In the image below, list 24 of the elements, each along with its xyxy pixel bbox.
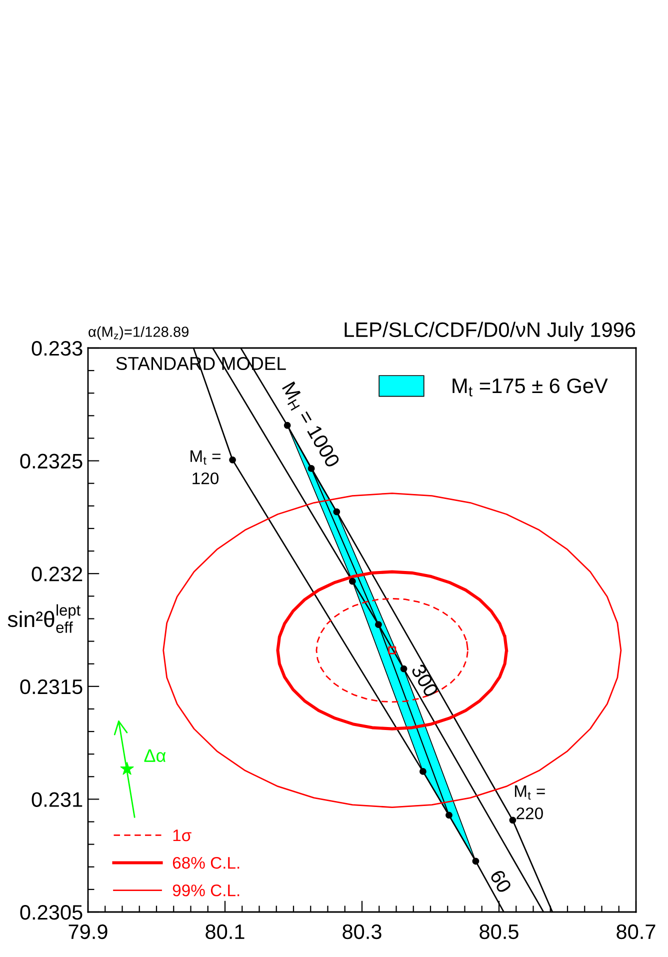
y-tick-label: 0.233	[32, 341, 82, 356]
annotation: 60	[490, 868, 512, 894]
y-axis-title: sin²θ$^{lept}$$_{eff}$	[8, 604, 81, 633]
annotation: M$_{t}$ = 120	[190, 450, 220, 484]
legend-label: M$_{t}$ =175 ± 6 GeV	[452, 378, 608, 396]
chart-title: LEP/SLC/CDF/D0/νN July 1996	[344, 322, 636, 342]
x-tick-label: 80.5	[480, 924, 518, 940]
x-tick-label: 79.9	[68, 924, 108, 940]
y-tick-label: 0.232	[32, 566, 82, 582]
legend-label: 99% C.L.	[172, 884, 240, 896]
annotation: M$_{H}$ = 1000	[279, 381, 340, 470]
x-tick-label: 80.7	[616, 924, 656, 940]
y-tick-label: 0.2305	[20, 905, 82, 920]
annotation: 300	[410, 663, 439, 698]
chart-subtitle: α(M$_{z}$)=1/128.89	[88, 326, 189, 340]
annotation: M$_{t}$ = 220	[514, 785, 545, 820]
legend-label: 68% C.L.	[172, 856, 240, 869]
x-tick-label: 80.1	[206, 924, 244, 940]
y-tick-label: 0.2325	[20, 454, 82, 469]
series-label: Δα	[144, 749, 166, 762]
x-tick-label: 80.3	[342, 924, 382, 940]
y-tick-label: 0.2315	[20, 679, 82, 694]
legend-label: 1σ	[173, 830, 192, 842]
y-tick-label: 0.231	[32, 792, 82, 807]
